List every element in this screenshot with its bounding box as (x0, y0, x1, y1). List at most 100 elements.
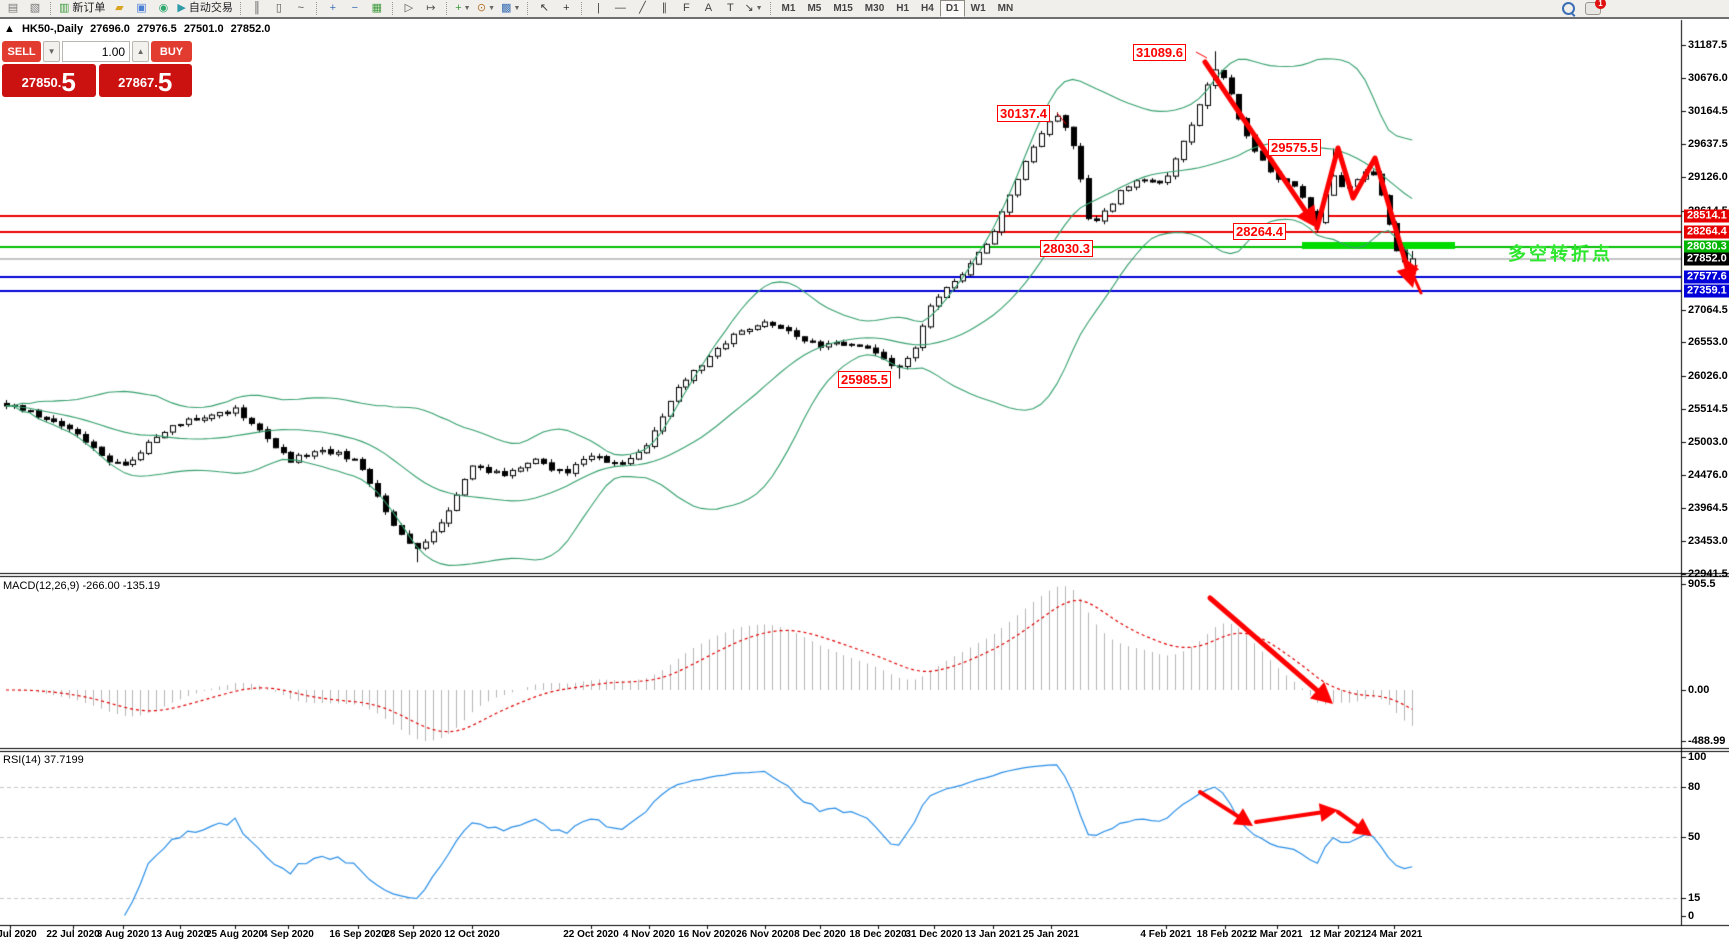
rsi-axis-tick: 80 (1688, 781, 1701, 793)
candles-icon: ▯ (275, 2, 282, 14)
volume-input[interactable] (62, 41, 131, 62)
gold-icon[interactable]: ▰ (108, 0, 130, 17)
notifications-icon[interactable]: 1 (1585, 0, 1606, 15)
chevron-down-icon[interactable]: ▼ (513, 5, 521, 12)
ohlc-low: 27501.0 (183, 23, 224, 35)
text-icon[interactable]: A (697, 0, 719, 17)
timeframe-m15[interactable]: M15 (833, 3, 853, 14)
line-chart-icon[interactable]: ~ (290, 0, 312, 17)
vline-icon: | (596, 2, 600, 14)
collapse-arrow-icon[interactable]: ▲ (4, 23, 15, 35)
buy-button[interactable]: BUY (151, 41, 193, 62)
rsi-axis-tick: 0 (1688, 910, 1695, 922)
price-axis-tick: 25514.5 (1688, 403, 1728, 415)
price-axis-tick: 29637.5 (1688, 138, 1728, 150)
toolbar-right: 1 (1562, 0, 1606, 15)
new-chart-icon: ▤ (7, 2, 19, 14)
timeframe-mn[interactable]: MN (997, 3, 1014, 14)
new-chart-icon[interactable]: ▤ (2, 0, 24, 17)
chart-shift-icon[interactable]: ↦ (420, 0, 442, 17)
profiles-icon[interactable]: ▧ (24, 0, 46, 17)
price-axis-tick: 22941.5 (1688, 568, 1728, 580)
vline-icon[interactable]: | (587, 0, 609, 17)
ohlc-high: 27976.5 (136, 23, 177, 35)
signal-icon[interactable]: ◉ (152, 0, 174, 17)
ohlc-bars-icon[interactable]: ║ (246, 0, 268, 17)
price-axis-tick: 30164.5 (1688, 105, 1728, 117)
timeframe-h1[interactable]: H1 (896, 3, 910, 14)
auto-scroll-icon[interactable]: ▷ (398, 0, 420, 17)
date-axis-label: 2 Mar 2021 (1251, 929, 1303, 940)
date-axis-label: 25 Jan 2021 (1022, 929, 1080, 940)
hline-icon[interactable]: — (609, 0, 631, 17)
date-axis-label: 4 Feb 2021 (1140, 929, 1192, 940)
timeframe-switcher: M1 M5 M15 M30 H1 H4 D1 W1 MN (776, 0, 1020, 17)
periods-icon[interactable]: ⊙ ▼ (474, 0, 498, 17)
tile-windows-icon[interactable]: ▦ (366, 0, 388, 17)
price-level-label: 28030.3 (1684, 240, 1729, 254)
gold-icon: ▰ (115, 2, 124, 14)
timeframe-w1[interactable]: W1 (970, 3, 986, 14)
volume-decrease-button[interactable]: ▼ (43, 41, 61, 62)
toolbar-separator (315, 2, 318, 15)
new-order-icon[interactable]: ▥ 新订单 (56, 0, 108, 17)
arrows-icon[interactable]: ↘ ▼ (741, 0, 765, 17)
timeframe-m30[interactable]: M30 (864, 3, 885, 14)
volume-increase-button[interactable]: ▲ (132, 41, 149, 62)
hline-icon: — (614, 2, 626, 14)
sell-button[interactable]: SELL (2, 41, 42, 62)
price-axis-tick: 29126.0 (1688, 171, 1728, 183)
date-axis-label: 31 Dec 2020 (905, 929, 963, 940)
label-icon[interactable]: T (719, 0, 741, 17)
date-axis-label: 4 Nov 2020 (622, 929, 676, 940)
search-icon[interactable] (1562, 2, 1575, 15)
rsi-indicator-label: RSI(14) 37.7199 (3, 754, 84, 766)
editor-icon[interactable]: ▣ (130, 0, 152, 17)
chevron-down-icon[interactable]: ▼ (463, 5, 471, 12)
price-level-label: 27359.1 (1684, 284, 1729, 298)
buy-price-tile[interactable]: 27867. 5 (98, 64, 192, 97)
trendline-icon[interactable]: ╱ (631, 0, 653, 17)
macd-axis-tick: -488.99 (1688, 735, 1726, 747)
toolbar-separator (527, 2, 529, 15)
price-annotation-box: 29575.5 (1268, 139, 1321, 156)
timeframe-d1[interactable]: D1 (939, 0, 965, 17)
sell-price-tile[interactable]: 27850. 5 (2, 64, 96, 97)
cursor-icon[interactable]: ↖ (533, 0, 555, 17)
text-icon: A (704, 2, 713, 14)
rsi-axis-tick: 50 (1688, 831, 1701, 843)
crosshair-icon[interactable]: + (555, 0, 577, 17)
channel-icon[interactable]: ∥ (653, 0, 675, 17)
chart-title: ▲ HK50-,Daily 27696.0 27976.5 27501.0 27… (4, 23, 274, 35)
buy-price-big: 5 (157, 67, 173, 97)
symbol-period: HK50-,Daily (21, 23, 84, 35)
notification-badge: 1 (1595, 0, 1606, 9)
date-axis-label: 13 Jan 2021 (964, 929, 1022, 940)
macd-axis-tick: 905.5 (1688, 578, 1716, 590)
templates-icon[interactable]: ▩ ▼ (498, 0, 523, 17)
fibonacci-icon: F (683, 2, 690, 14)
fibonacci-icon[interactable]: F (675, 0, 697, 17)
macd-axis-tick: 0.00 (1688, 684, 1710, 696)
zoom-in-icon[interactable]: + (322, 0, 344, 17)
timeframe-m1[interactable]: M1 (781, 3, 796, 14)
timeframe-m5[interactable]: M5 (807, 3, 822, 14)
channel-icon: ∥ (661, 2, 668, 14)
toolbar-separator (445, 2, 448, 15)
indicators-icon[interactable]: + ▼ (452, 0, 474, 17)
toolbar-separator (239, 2, 242, 15)
sell-price-big: 5 (61, 67, 76, 97)
toolbar-separator (581, 2, 583, 15)
buy-price-main: 27867. (118, 75, 158, 90)
arrows-icon: ↘ (744, 2, 754, 14)
candles-icon[interactable]: ▯ (268, 0, 290, 17)
chevron-down-icon[interactable]: ▼ (488, 5, 496, 12)
timeframe-h4[interactable]: H4 (921, 3, 934, 14)
templates-icon: ▩ (501, 2, 512, 14)
date-axis-label: 12 Oct 2020 (444, 929, 500, 940)
chevron-down-icon[interactable]: ▼ (755, 5, 763, 12)
autotrade-label: 自动交易 (188, 2, 233, 14)
autotrade-icon[interactable]: ▶ 自动交易 (174, 0, 235, 17)
zoom-out-icon[interactable]: − (344, 0, 366, 17)
